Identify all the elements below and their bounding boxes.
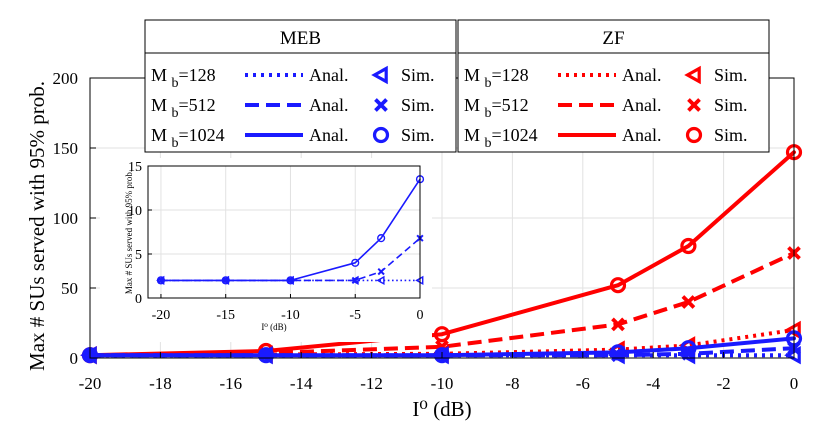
legend-sim-label: Sim. (714, 125, 748, 145)
y-tick-label: 50 (61, 279, 78, 298)
x-tick-label: -5 (349, 308, 361, 323)
legend-anal-label: Anal. (309, 65, 349, 85)
legend-marker-sample (687, 98, 701, 112)
inset-y-axis-label: Max # SUs served with 95% prob. (124, 170, 134, 294)
y-tick-label: 150 (53, 139, 79, 158)
x-tick-label: -20 (152, 308, 171, 323)
legend-anal-label: Anal. (309, 95, 349, 115)
inset-background (100, 158, 432, 342)
series-meb-mb1024-point (156, 276, 166, 285)
series-meb-mb1024-line (88, 336, 796, 358)
y-tick-label: 5 (135, 248, 142, 263)
series-meb-mb1024-point (377, 234, 386, 243)
x-tick-label: 0 (417, 308, 424, 323)
legend-zf: ZFM b=128 Anal. Sim.M b=512 Anal. Sim.M b=10… (457, 19, 770, 153)
legend-marker-sample (374, 98, 388, 112)
legend-marker-sample (372, 126, 390, 144)
x-tick-label: 0 (790, 374, 799, 393)
y-axis-label: Max # SUs served with 95% prob. (25, 81, 49, 371)
series-zf-mb512-point (681, 295, 696, 309)
inset-series (156, 175, 425, 285)
series-meb-mb512-line (90, 346, 795, 358)
x-tick-label: -14 (290, 374, 313, 393)
legend-sim-label: Sim. (401, 125, 435, 145)
legend-anal-label: Anal. (309, 125, 349, 145)
series-meb-mb1024-point (257, 347, 275, 364)
x-tick-label: -6 (576, 374, 590, 393)
legend-box (144, 19, 457, 153)
y-tick-label: 0 (70, 349, 79, 368)
legend-marker-sample (371, 65, 388, 85)
legend-box (457, 19, 770, 153)
legend-sim-label: Sim. (401, 65, 435, 85)
main-series (80, 144, 803, 365)
series-meb-mb1024-point (680, 340, 697, 357)
series-zf-mb512-point (611, 317, 625, 332)
legend-marker-sample (684, 65, 701, 85)
x-tick-label: -18 (149, 374, 172, 393)
x-tick-label: -10 (281, 308, 300, 323)
legend-sim-label: Sim. (714, 95, 748, 115)
x-tick-label: -2 (717, 374, 731, 393)
series-meb-mb1024-point (609, 344, 627, 361)
series-meb-mb512-point (351, 276, 359, 284)
legend-title: MEB (280, 28, 321, 49)
inset-x-axis-label: I⁰ (dB) (261, 322, 286, 332)
legend-sim-label: Sim. (714, 65, 748, 85)
x-tick-label: -4 (646, 374, 661, 393)
x-tick-label: -8 (505, 374, 519, 393)
y-tick-label: 10 (128, 204, 142, 219)
series-zf-mb1024-point (609, 277, 627, 294)
legend-marker-sample (685, 126, 703, 144)
x-tick-label: -15 (216, 308, 235, 323)
series-meb-mb512-point (377, 268, 385, 276)
series-meb-mb1024-point (351, 258, 360, 267)
series-meb-mb128-point (376, 275, 385, 285)
legend-title: ZF (602, 28, 624, 49)
y-tick-label: 200 (53, 69, 79, 88)
legend-anal-label: Anal. (622, 65, 662, 85)
series-zf-mb512-line (89, 251, 795, 358)
series-meb-mb1024-point (221, 276, 230, 285)
x-tick-label: -20 (79, 374, 102, 393)
series-zf-mb1024-point (433, 326, 451, 343)
series-meb-mb1024-point (433, 347, 451, 364)
series-zf-mb1024-line (88, 150, 796, 358)
x-tick-label: -10 (431, 374, 454, 393)
y-tick-label: 15 (128, 160, 142, 175)
inset-chart: -20 -15 -10 -5 0 0 5 10 15 I⁰ (dB) Max # SUs ser… (100, 158, 432, 342)
y-tick-label: 0 (135, 292, 142, 307)
y-tick-label: 100 (53, 209, 79, 228)
series-meb-mb1024-point (286, 276, 295, 285)
legend-anal-label: Anal. (622, 95, 662, 115)
series-meb-mb1024-line (160, 178, 421, 282)
x-tick-label: -16 (219, 374, 242, 393)
legend-sim-label: Sim. (401, 95, 435, 115)
inset-plot-frame (147, 165, 421, 299)
inset-tick-labels: -20 -15 -10 -5 0 0 5 10 15 (128, 160, 424, 323)
x-tick-label: -12 (360, 374, 383, 393)
series-zf-mb1024-point (680, 237, 697, 255)
legend-anal-label: Anal. (622, 125, 662, 145)
x-axis-label: I⁰ (dB) (412, 397, 471, 421)
